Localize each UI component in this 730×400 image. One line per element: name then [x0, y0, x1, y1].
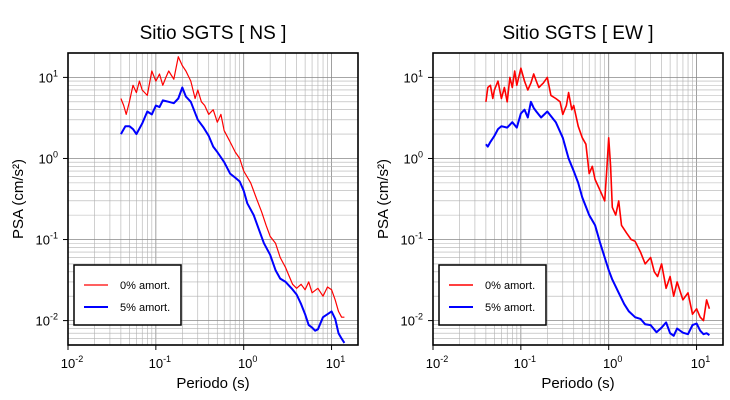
legend-label-1: 5% amort. [485, 302, 535, 314]
x-tick-label-exponent: 1 [340, 354, 345, 364]
legend-box [438, 264, 547, 326]
y-tick-label: 10-2 [36, 312, 58, 329]
x-tick-label-exponent: 1 [705, 354, 710, 364]
y-tick-label-exponent: 0 [418, 149, 423, 159]
chart-title: Sitio SGTS [ NS ] [140, 23, 287, 44]
x-tick-label-base: 10 [691, 356, 705, 371]
x-tick-label: 101 [326, 354, 345, 371]
y-tick-label-base: 10 [404, 70, 418, 85]
y-tick-label-base: 10 [401, 314, 415, 329]
x-tick-label-base: 10 [61, 356, 75, 371]
y-tick-label: 10-1 [401, 231, 423, 248]
y-tick-label: 10-2 [401, 312, 423, 329]
x-tick-label-exponent: -2 [75, 354, 83, 364]
y-tick-label: 100 [39, 149, 58, 166]
y-tick-label-exponent: -2 [415, 312, 423, 322]
series-line-0 [485, 67, 711, 322]
series-line-0 [120, 56, 345, 318]
x-tick-label: 10-1 [514, 354, 536, 371]
plot-frame [67, 52, 359, 346]
series-line-1 [485, 100, 710, 337]
x-tick-label: 101 [691, 354, 710, 371]
series-line-1 [120, 86, 346, 344]
y-axis-label: PSA (cm/s²) [375, 159, 392, 239]
x-tick-label-base: 10 [149, 356, 163, 371]
legend: 0% amort. 5% amort. [438, 264, 547, 326]
x-tick-label: 100 [238, 354, 257, 371]
y-axis-label: PSA (cm/s²) [10, 159, 27, 239]
x-tick-label-base: 10 [426, 356, 440, 371]
y-tick-label-base: 10 [39, 70, 53, 85]
x-axis-label: Periodo (s) [176, 375, 249, 392]
legend-label-1: 5% amort. [120, 302, 170, 314]
y-tick-label-exponent: -1 [50, 231, 58, 241]
plot-frame [432, 52, 724, 346]
x-tick-label-base: 10 [326, 356, 340, 371]
y-tick-label-base: 10 [36, 233, 50, 248]
y-tick-label: 101 [404, 68, 423, 85]
x-tick-label-exponent: 0 [617, 354, 622, 364]
legend-label-0: 0% amort. [485, 280, 535, 292]
y-tick-label-base: 10 [36, 314, 50, 329]
x-tick-label-exponent: -1 [528, 354, 536, 364]
x-tick-label-base: 10 [514, 356, 528, 371]
legend-box [73, 264, 182, 326]
x-tick-label-exponent: -1 [163, 354, 171, 364]
grid [67, 52, 359, 346]
x-tick-label-base: 10 [603, 356, 617, 371]
chart-title: Sitio SGTS [ EW ] [503, 23, 654, 44]
y-tick-label-base: 10 [404, 151, 418, 166]
legend: 0% amort. 5% amort. [73, 264, 182, 326]
x-tick-label: 10-2 [61, 354, 83, 371]
x-tick-label: 10-2 [426, 354, 448, 371]
y-tick-label-exponent: 0 [53, 149, 58, 159]
legend-label-0: 0% amort. [120, 280, 170, 292]
y-tick-label-exponent: -1 [415, 231, 423, 241]
x-tick-label: 100 [603, 354, 622, 371]
x-axis-label: Periodo (s) [541, 375, 614, 392]
y-tick-label-exponent: 1 [53, 68, 58, 78]
x-tick-label-exponent: -2 [440, 354, 448, 364]
x-tick-label-base: 10 [238, 356, 252, 371]
y-tick-label-base: 10 [401, 233, 415, 248]
x-tick-label-exponent: 0 [252, 354, 257, 364]
x-tick-label: 10-1 [149, 354, 171, 371]
y-tick-label-base: 10 [39, 151, 53, 166]
y-tick-label-exponent: -2 [50, 312, 58, 322]
y-tick-label: 101 [39, 68, 58, 85]
y-tick-label: 10-1 [36, 231, 58, 248]
y-tick-label: 100 [404, 149, 423, 166]
y-tick-label-exponent: 1 [418, 68, 423, 78]
